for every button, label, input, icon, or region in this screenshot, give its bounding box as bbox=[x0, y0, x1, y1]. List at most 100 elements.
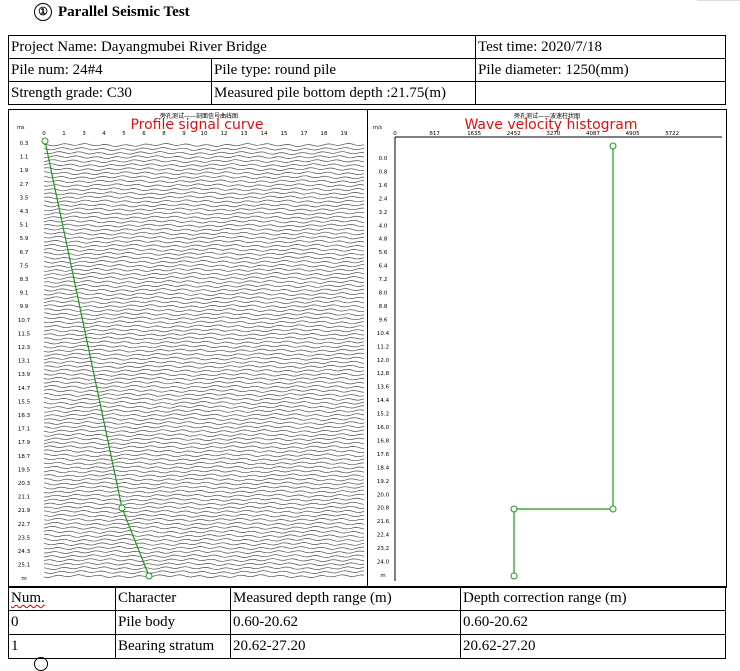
y-tick-label: 16.8 bbox=[377, 438, 390, 444]
arrival-point bbox=[118, 504, 126, 512]
signal-trace bbox=[43, 497, 365, 502]
y-tick-label: 14.4 bbox=[377, 398, 390, 404]
signal-trace bbox=[43, 433, 365, 437]
signal-trace bbox=[43, 546, 364, 550]
signal-trace bbox=[43, 179, 365, 184]
signal-trace bbox=[43, 542, 365, 546]
y-tick-label: 14.7 bbox=[18, 386, 31, 392]
profile-overlay-label: Profile signal curve bbox=[130, 117, 263, 133]
signal-trace bbox=[43, 554, 365, 558]
signal-trace bbox=[43, 401, 365, 405]
y-tick-label: 12.8 bbox=[377, 371, 390, 377]
signal-trace bbox=[43, 199, 365, 204]
signal-trace bbox=[43, 388, 365, 393]
measured-bottom-cell: Measured pile bottom depth :21.75(m) bbox=[211, 81, 476, 105]
section-heading: ① Parallel Seismic Test bbox=[34, 3, 190, 22]
signal-trace bbox=[43, 320, 365, 325]
signal-trace bbox=[43, 465, 365, 470]
signal-trace bbox=[43, 574, 365, 579]
y-tick-label: 21.9 bbox=[18, 508, 31, 514]
signal-trace bbox=[44, 211, 365, 216]
y-tick-label: 23.5 bbox=[18, 535, 31, 541]
signal-trace bbox=[43, 437, 365, 441]
y-tick-label: 24.3 bbox=[18, 549, 31, 555]
profile-signal-chart: 旁孔测试——剖面信号曲线图 ms 0.3 1.1 1.9 2.7 3.5 4.3 5.1 5.… bbox=[17, 112, 365, 582]
pile-diameter-cell: Pile diameter: 1250(mm) bbox=[475, 58, 726, 82]
header-correction: Depth correction range (m) bbox=[460, 586, 726, 611]
signal-trace bbox=[43, 215, 365, 220]
y-tick-label: 9.1 bbox=[20, 291, 29, 297]
y-tick-label: 2.4 bbox=[379, 196, 388, 202]
next-section-marker bbox=[34, 657, 48, 671]
signal-trace bbox=[43, 368, 365, 373]
signal-trace bbox=[43, 195, 365, 200]
y-tick-label: 21.1 bbox=[18, 495, 30, 501]
y-tick-label: 7.2 bbox=[379, 277, 388, 283]
signal-trace bbox=[43, 513, 365, 518]
profile-y-ticks: 0.3 1.1 1.9 2.7 3.5 4.3 5.1 5.9 6.7 7.5 8.3 9.1 9.9 1… bbox=[18, 141, 31, 582]
signal-trace bbox=[43, 393, 365, 397]
y-tick-label: 1.6 bbox=[379, 183, 388, 189]
y-tick-label: 12.0 bbox=[377, 358, 390, 364]
signal-trace bbox=[43, 312, 365, 317]
signal-trace bbox=[43, 558, 365, 562]
signal-trace bbox=[43, 461, 364, 466]
velocity-point bbox=[609, 505, 617, 513]
signal-trace bbox=[43, 171, 365, 176]
row-0-character: Pile body bbox=[115, 610, 231, 635]
header-num: Num. bbox=[8, 586, 116, 611]
x-tick-label: 4087 bbox=[586, 131, 600, 137]
strength-grade-cell: Strength grade: C30 bbox=[8, 81, 212, 105]
y-tick-label: 16.0 bbox=[377, 425, 390, 431]
signal-trace bbox=[43, 413, 365, 417]
signal-trace bbox=[43, 481, 365, 486]
arrival-point bbox=[145, 572, 153, 580]
header-character: Character bbox=[115, 586, 231, 611]
project-name-cell: Project Name: Dayangmubei River Bridge bbox=[8, 35, 476, 59]
signal-trace bbox=[43, 175, 365, 180]
signal-trace bbox=[43, 348, 364, 353]
y-tick-label: 20.0 bbox=[377, 492, 390, 498]
x-tick-label: 9 bbox=[182, 131, 186, 137]
signal-trace bbox=[43, 372, 365, 377]
signal-trace bbox=[43, 203, 365, 208]
x-tick-label: 5722 bbox=[665, 131, 679, 137]
signal-trace bbox=[43, 364, 365, 369]
wave-velocity-chart: 旁孔测试——波速柱状图 m/s 0.0 0.8 1.6 2.4 3.2 4.0 4.8 5.6… bbox=[373, 112, 722, 592]
signal-trace bbox=[43, 441, 365, 446]
arrival-point bbox=[41, 137, 49, 145]
y-tick-label: 5.6 bbox=[379, 250, 388, 256]
signal-trace bbox=[43, 292, 365, 296]
y-tick-label: 0.8 bbox=[379, 169, 388, 175]
signal-trace bbox=[43, 384, 365, 389]
signal-trace bbox=[43, 356, 365, 361]
x-tick-label: 12 bbox=[221, 131, 228, 137]
signal-trace bbox=[43, 155, 365, 159]
signal-trace bbox=[43, 449, 365, 454]
y-tick-label: 8.3 bbox=[20, 277, 29, 283]
signal-trace bbox=[43, 477, 365, 482]
y-tick-label: 13.9 bbox=[18, 372, 31, 378]
signal-trace bbox=[43, 247, 365, 252]
x-tick-label: 3270 bbox=[546, 131, 560, 137]
x-tick-label: 817 bbox=[429, 131, 440, 137]
signal-trace bbox=[43, 509, 365, 514]
x-tick-label: 17 bbox=[301, 131, 308, 137]
x-tick-label: 1 bbox=[62, 131, 66, 137]
signal-trace bbox=[43, 538, 365, 542]
y-tick-label: 1.9 bbox=[20, 168, 29, 174]
x-tick-label: 4905 bbox=[626, 131, 640, 137]
row-1-num: 1 bbox=[8, 634, 116, 659]
y-tick-label: 23.2 bbox=[377, 546, 389, 552]
velocity-x-unit: m/s bbox=[373, 125, 383, 131]
y-tick-label: m bbox=[380, 573, 385, 579]
velocity-point bbox=[609, 142, 617, 150]
results-table: Num. Character Measured depth range (m) … bbox=[8, 586, 726, 659]
signal-trace bbox=[43, 397, 365, 401]
signal-trace bbox=[43, 219, 365, 224]
signal-trace bbox=[43, 207, 364, 212]
signal-trace bbox=[43, 501, 365, 506]
signal-trace bbox=[43, 183, 365, 188]
signal-trace bbox=[43, 376, 365, 381]
y-tick-label: 25.1 bbox=[18, 563, 30, 569]
